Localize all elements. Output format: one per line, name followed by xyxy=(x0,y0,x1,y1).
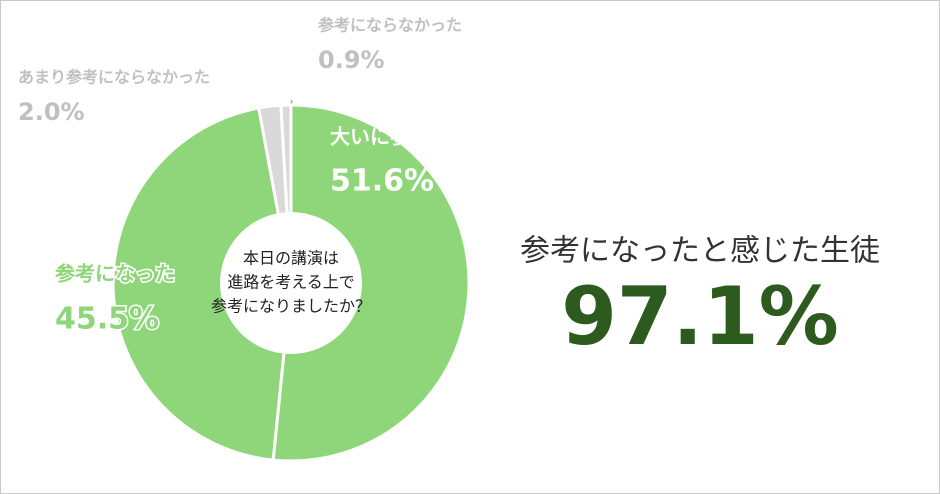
center-text: 参考になりましたか？ xyxy=(211,297,371,316)
value-label: 45.5% xyxy=(55,302,159,337)
donut-hole xyxy=(220,212,362,354)
summary-value: 97.1% xyxy=(561,270,839,363)
category-label: 参考にならなかった xyxy=(318,16,462,35)
slice xyxy=(111,106,293,462)
category-label: あまり参考にならなかった xyxy=(18,68,210,87)
value-label: 2.0% xyxy=(18,98,85,126)
value-label: 51.6% xyxy=(330,164,434,199)
category-label: 大いに参考になった xyxy=(330,125,510,149)
center-text: 進路を考える上で xyxy=(227,273,355,292)
value-label: 0.9% xyxy=(318,46,385,74)
slice xyxy=(271,103,471,463)
category-label: 参考になった xyxy=(55,262,175,286)
center-text: 本日の講演は xyxy=(243,249,339,268)
summary-text: 参考になったと感じた生徒 xyxy=(520,234,880,269)
